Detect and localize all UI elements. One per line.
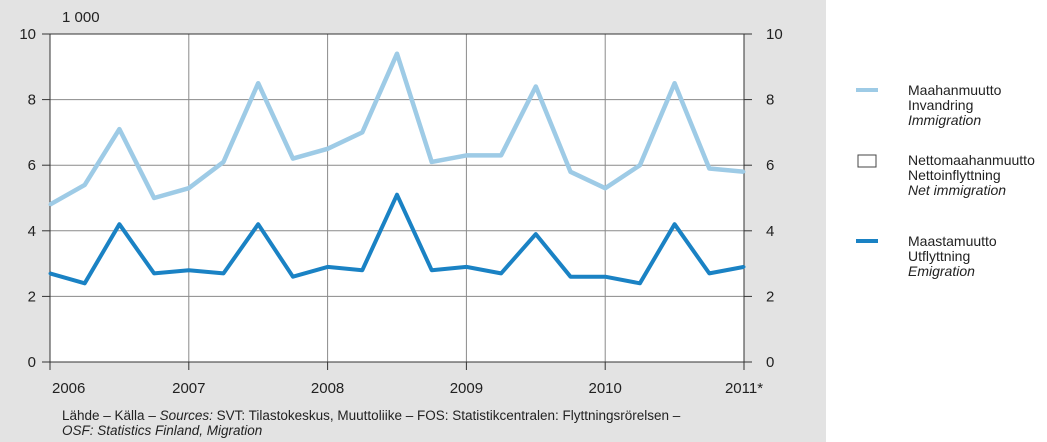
data-point-emigration bbox=[395, 193, 399, 197]
data-point-emigration bbox=[48, 271, 52, 275]
x-tick-label: 2010 bbox=[589, 380, 622, 397]
source-rest: SVT: Tilastokeskus, Muuttoliike – FOS: S… bbox=[212, 408, 681, 423]
data-point-emigration bbox=[464, 265, 468, 269]
data-point-emigration bbox=[499, 271, 503, 275]
data-point-immigration bbox=[117, 127, 121, 131]
y-tick-label-left: 4 bbox=[28, 223, 36, 240]
line-chart: 0 0 2 2 4 4 6 6 8 8 10 10 1 000 2006 2007 2008 2009 2010 2… bbox=[19, 9, 782, 397]
data-point-immigration bbox=[152, 196, 156, 200]
x-tick-label: 2006 bbox=[52, 380, 85, 397]
legend-emigration-sv: Utflyttning bbox=[908, 248, 971, 264]
data-point-immigration bbox=[83, 183, 87, 187]
y-tick-label-left: 2 bbox=[28, 288, 36, 305]
tick-labels: 0 0 2 2 4 4 6 6 8 8 10 10 1 000 2006 2007 2008 2009 2010 2… bbox=[19, 9, 782, 397]
data-point-emigration bbox=[187, 268, 191, 272]
legend-net-sv: Nettoinflyttning bbox=[908, 167, 1001, 183]
legend-emigration-fi: Maastamuutto bbox=[908, 233, 997, 249]
y-tick-label-right: 6 bbox=[766, 157, 774, 174]
legend-immigration-en: Immigration bbox=[908, 112, 982, 128]
data-point-emigration bbox=[603, 275, 607, 279]
axes bbox=[42, 33, 752, 370]
data-point-immigration bbox=[464, 153, 468, 157]
y-tick-label-right: 2 bbox=[766, 288, 774, 305]
legend: Maahanmuutto Invandring Immigration Nett… bbox=[826, 0, 1047, 442]
series-lines bbox=[48, 51, 746, 286]
data-point-immigration bbox=[603, 186, 607, 190]
data-point-emigration bbox=[638, 281, 642, 285]
source-note: Lähde – Källa – Sources: SVT: Tilastokes… bbox=[62, 408, 822, 438]
data-point-emigration bbox=[291, 275, 295, 279]
data-point-emigration bbox=[569, 275, 572, 279]
data-point-immigration bbox=[742, 170, 746, 174]
data-point-immigration bbox=[569, 170, 572, 174]
legend-swatch-net-immigration bbox=[857, 154, 877, 168]
data-point-immigration bbox=[222, 160, 225, 164]
y-tick-label-left: 10 bbox=[19, 26, 36, 43]
y-tick-label-right: 10 bbox=[766, 26, 783, 43]
data-point-emigration bbox=[326, 265, 330, 269]
data-point-immigration bbox=[187, 186, 191, 190]
data-point-immigration bbox=[673, 81, 677, 85]
legend-panel bbox=[826, 0, 1047, 442]
y-tick-label-left: 6 bbox=[28, 157, 36, 174]
data-point-immigration bbox=[707, 166, 711, 170]
data-point-immigration bbox=[48, 203, 52, 207]
y-tick-label-right: 0 bbox=[766, 354, 774, 371]
y-tick-label-left: 8 bbox=[28, 92, 36, 109]
source-line2: OSF: Statistics Finland, Migration bbox=[62, 423, 263, 438]
y-tick-label-left: 0 bbox=[28, 354, 36, 371]
data-point-emigration bbox=[83, 281, 87, 285]
x-tick-label: 2007 bbox=[172, 380, 205, 397]
data-point-immigration bbox=[360, 130, 364, 134]
data-point-emigration bbox=[534, 232, 538, 236]
legend-immigration-sv: Invandring bbox=[908, 97, 974, 113]
data-point-emigration bbox=[360, 268, 364, 272]
x-tick-label: 2008 bbox=[311, 380, 344, 397]
y-tick-label-right: 8 bbox=[766, 92, 774, 109]
data-point-emigration bbox=[430, 268, 434, 272]
data-point-emigration bbox=[256, 222, 260, 226]
unit-label: 1 000 bbox=[62, 9, 100, 26]
data-point-immigration bbox=[395, 52, 399, 56]
data-point-immigration bbox=[534, 84, 538, 88]
data-point-immigration bbox=[499, 153, 503, 157]
source-sources-word: Sources: bbox=[159, 408, 213, 423]
x-tick-label: 2009 bbox=[450, 380, 483, 397]
data-point-immigration bbox=[430, 160, 434, 164]
data-point-emigration bbox=[742, 265, 746, 269]
y-tick-label-right: 4 bbox=[766, 223, 774, 240]
data-point-immigration bbox=[256, 81, 260, 85]
legend-net-fi: Nettomaahanmuutto bbox=[908, 152, 1035, 168]
legend-swatch-immigration bbox=[856, 88, 878, 92]
data-point-emigration bbox=[673, 222, 677, 226]
data-point-emigration bbox=[222, 271, 225, 275]
legend-swatch-emigration bbox=[856, 239, 878, 243]
data-point-emigration bbox=[152, 271, 156, 275]
legend-immigration-fi: Maahanmuutto bbox=[908, 82, 1002, 98]
data-point-immigration bbox=[326, 147, 330, 151]
legend-emigration-en: Emigration bbox=[908, 263, 975, 279]
source-prefix: Lähde – Källa – bbox=[62, 408, 160, 423]
legend-net-en: Net immigration bbox=[908, 182, 1007, 198]
data-point-emigration bbox=[117, 222, 121, 226]
data-point-emigration bbox=[707, 271, 711, 275]
data-point-immigration bbox=[291, 157, 295, 161]
data-point-immigration bbox=[638, 163, 642, 167]
x-tick-label: 2011* bbox=[725, 380, 763, 397]
